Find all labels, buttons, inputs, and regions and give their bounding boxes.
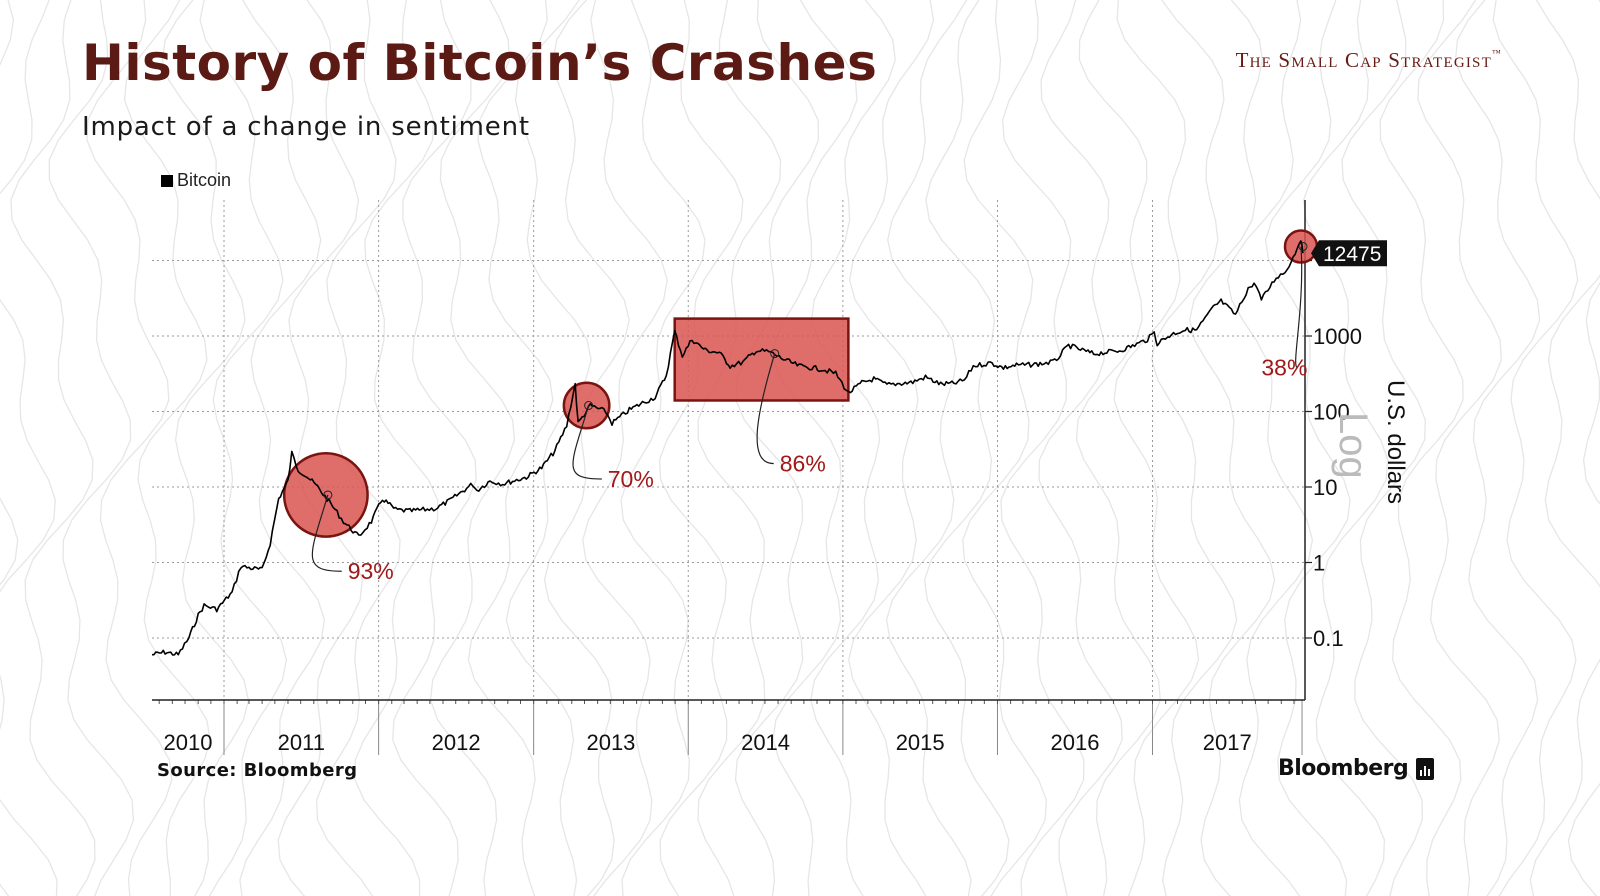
legend-label-bitcoin: Bitcoin [177,170,232,190]
bloomberg-terminal-icon [1416,757,1435,780]
x-tick-label: 2015 [896,730,945,755]
annotation-leader [756,353,776,465]
page-subtitle: Impact of a change in sentiment [82,112,530,142]
contour-line [1189,0,1276,896]
y-tick-label: 1000 [1313,324,1362,349]
contour-line [582,0,668,896]
contour-line [1151,0,1238,896]
contour-line [48,0,135,896]
contour-line [734,0,820,896]
contour-line [467,0,554,896]
contour-line [810,0,896,896]
contour-line [1113,0,1200,896]
contour-line [239,0,326,896]
contour-line [123,0,211,896]
annotation-anchor [323,490,333,500]
contour-line [1529,0,1600,896]
brand-name: The Small Cap Strategist [1235,48,1492,72]
brand-wordmark: The Small Cap Strategist™ [1236,48,1502,73]
contour-line [1454,0,1541,896]
x-tick-label: 2017 [1203,730,1252,755]
chart-legend: Bitcoin [161,170,231,191]
x-tick-label: 2014 [741,730,790,755]
x-tick-label: 2016 [1051,730,1100,755]
contour-line [1075,0,1161,896]
x-tick-label: 2011 [278,730,325,755]
contour-line [1226,0,1314,896]
contour-line [620,0,706,896]
contour-line [199,0,288,896]
contour-line [86,0,173,896]
page-title: History of Bitcoin’s Crashes [82,34,878,92]
contour-line [1567,0,1600,896]
crash-highlight-box [673,317,850,402]
y-tick-label: 100 [1313,400,1350,425]
last-price-badge-bg [1311,240,1387,267]
contour-line [543,0,630,896]
y-tick-label: 0.1 [1313,626,1344,651]
contour-line [923,0,1010,896]
contour-line [429,0,516,896]
contour-line [772,0,858,896]
annotation-label: 70% [608,466,654,492]
contour-line [1417,0,1502,896]
bloomberg-logo: Bloomberg [1278,756,1435,781]
annotation-label: 93% [348,558,394,584]
contour-line [354,0,439,896]
contour-line [658,0,744,896]
contour-line [697,0,782,896]
bloomberg-logo-text: Bloomberg [1278,756,1409,781]
x-tick-label: 2010 [164,730,213,755]
contour-line [505,0,592,896]
last-price-value: 12475 [1323,243,1381,266]
contour-line [0,0,58,896]
y-axis-title: U.S. dollars [1382,380,1409,504]
annotation-leader [311,494,342,572]
y-tick-label: 10 [1313,475,1337,500]
contour-line [392,0,477,896]
annotation-anchor [1298,242,1308,252]
annotation-label: 86% [780,451,826,477]
contour-line [1000,0,1085,896]
contour-line [1303,0,1389,896]
annotation-leader [1295,246,1303,369]
last-price-badge: 12475 [1311,240,1387,267]
contour-line [1379,0,1464,896]
source-note: Source: Bloomberg [157,760,358,781]
contour-line [1038,0,1123,896]
annotation-anchor [584,401,594,411]
contour-line [885,0,972,896]
contour-line [1492,0,1579,896]
scale-label: Log [1331,412,1375,479]
contour-line [161,0,250,896]
contour-line [848,0,935,896]
annotation-anchor [770,349,780,359]
contour-line [316,0,401,896]
contour-line [10,0,96,896]
contour-line [1264,0,1351,896]
annotation-leader [572,405,602,480]
contour-line [962,0,1048,896]
contour-line [1341,0,1426,896]
legend-swatch-bitcoin [161,174,173,187]
annotation-label: 38% [1261,354,1307,380]
crash-highlight-circle [282,451,369,538]
y-tick-label: 1 [1313,551,1325,576]
brand-trademark: ™ [1491,48,1502,58]
contour-line [277,0,363,896]
x-tick-label: 2013 [586,730,635,755]
x-tick-label: 2012 [432,730,481,755]
bitcoin-price-line [152,240,1304,656]
